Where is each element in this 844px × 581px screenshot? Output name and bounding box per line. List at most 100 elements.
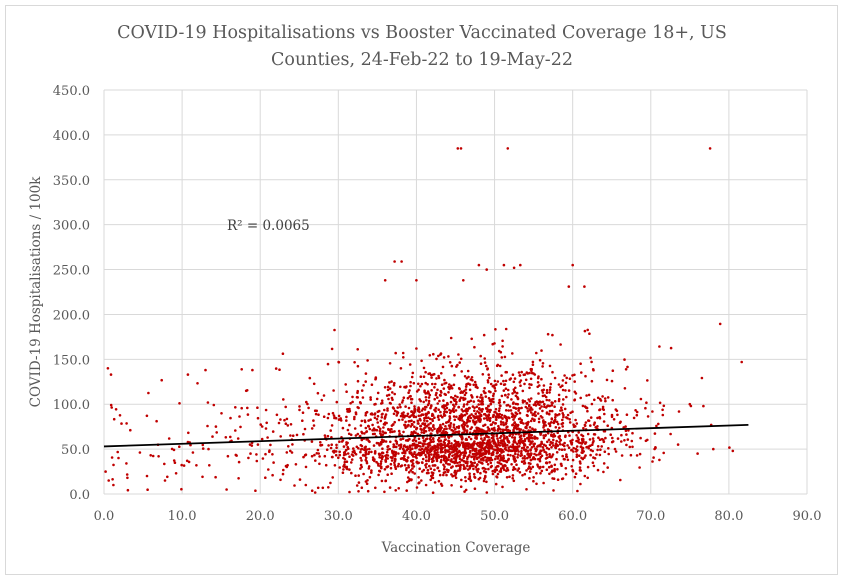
- data-point: [326, 362, 330, 366]
- data-point: [465, 412, 469, 415]
- data-point: [348, 468, 351, 471]
- data-point: [622, 426, 625, 429]
- data-point: [513, 450, 517, 453]
- data-point: [333, 464, 337, 467]
- data-point: [457, 387, 461, 390]
- x-tick-label: 40.0: [402, 509, 431, 524]
- data-point: [417, 407, 421, 411]
- data-point: [542, 384, 546, 387]
- data-point: [533, 442, 536, 446]
- data-point: [486, 456, 489, 460]
- data-point: [342, 451, 346, 455]
- data-point: [189, 443, 192, 447]
- data-point: [448, 447, 452, 451]
- data-point: [513, 457, 516, 460]
- data-point: [347, 432, 351, 436]
- data-point: [402, 444, 406, 448]
- data-point: [520, 449, 523, 453]
- data-point: [361, 396, 365, 399]
- data-point: [442, 467, 446, 471]
- data-point: [454, 394, 457, 398]
- data-point: [513, 377, 517, 380]
- data-point: [499, 382, 503, 386]
- data-point: [570, 465, 573, 468]
- data-point: [275, 413, 279, 417]
- data-point: [484, 474, 487, 478]
- data-point: [368, 475, 372, 479]
- data-point: [386, 448, 390, 451]
- data-point: [375, 428, 379, 432]
- data-point: [118, 414, 122, 417]
- data-point: [439, 482, 443, 486]
- data-point: [442, 399, 445, 402]
- data-point: [423, 422, 427, 426]
- data-point: [568, 377, 572, 381]
- data-point: [433, 397, 437, 401]
- data-point: [470, 426, 474, 429]
- data-point: [460, 413, 463, 416]
- data-point: [531, 408, 534, 411]
- data-point: [635, 454, 639, 457]
- data-point: [386, 454, 390, 457]
- data-point: [541, 400, 545, 404]
- data-point: [611, 436, 614, 440]
- data-point: [513, 416, 516, 419]
- data-point: [541, 409, 544, 413]
- data-point: [512, 440, 515, 444]
- data-point: [446, 442, 450, 446]
- data-point: [523, 438, 527, 441]
- data-point: [469, 416, 473, 420]
- data-point: [339, 419, 343, 422]
- data-point: [225, 488, 228, 491]
- data-point: [445, 444, 448, 448]
- data-point: [526, 407, 529, 410]
- data-point: [454, 409, 458, 412]
- data-point: [357, 481, 361, 484]
- data-point: [512, 479, 516, 483]
- data-point: [502, 450, 505, 453]
- data-point: [501, 459, 505, 462]
- data-point: [513, 436, 517, 439]
- data-point: [111, 478, 114, 481]
- data-point: [545, 391, 549, 395]
- data-point: [568, 434, 571, 437]
- data-point: [506, 388, 510, 392]
- data-point: [330, 347, 334, 351]
- data-point: [581, 457, 585, 461]
- data-point: [507, 441, 511, 444]
- data-point: [537, 420, 541, 424]
- data-point: [591, 443, 594, 447]
- data-point: [585, 445, 588, 449]
- data-point: [527, 405, 531, 408]
- data-point: [495, 476, 499, 479]
- data-point: [544, 433, 547, 437]
- data-point: [358, 401, 362, 404]
- data-point: [461, 391, 465, 394]
- data-point: [491, 421, 495, 424]
- data-point: [313, 453, 316, 457]
- data-point: [281, 472, 285, 476]
- data-point: [361, 431, 364, 435]
- data-point: [481, 397, 484, 401]
- data-point: [464, 391, 468, 395]
- data-point: [358, 434, 362, 438]
- data-point: [381, 433, 385, 436]
- data-point: [431, 471, 435, 475]
- data-point: [425, 419, 429, 423]
- data-point: [536, 400, 540, 404]
- data-point: [499, 462, 503, 466]
- data-point: [495, 455, 498, 458]
- data-point: [512, 418, 515, 421]
- data-point: [537, 457, 540, 461]
- x-axis-label: Vaccination Coverage: [381, 540, 531, 556]
- data-point: [480, 461, 484, 465]
- data-point: [379, 442, 383, 446]
- data-point: [598, 438, 602, 442]
- data-point: [630, 439, 634, 443]
- data-point: [571, 458, 575, 462]
- data-point: [458, 467, 462, 471]
- data-point: [566, 413, 570, 417]
- data-point: [410, 431, 414, 434]
- data-point: [247, 456, 250, 460]
- data-point: [422, 440, 426, 443]
